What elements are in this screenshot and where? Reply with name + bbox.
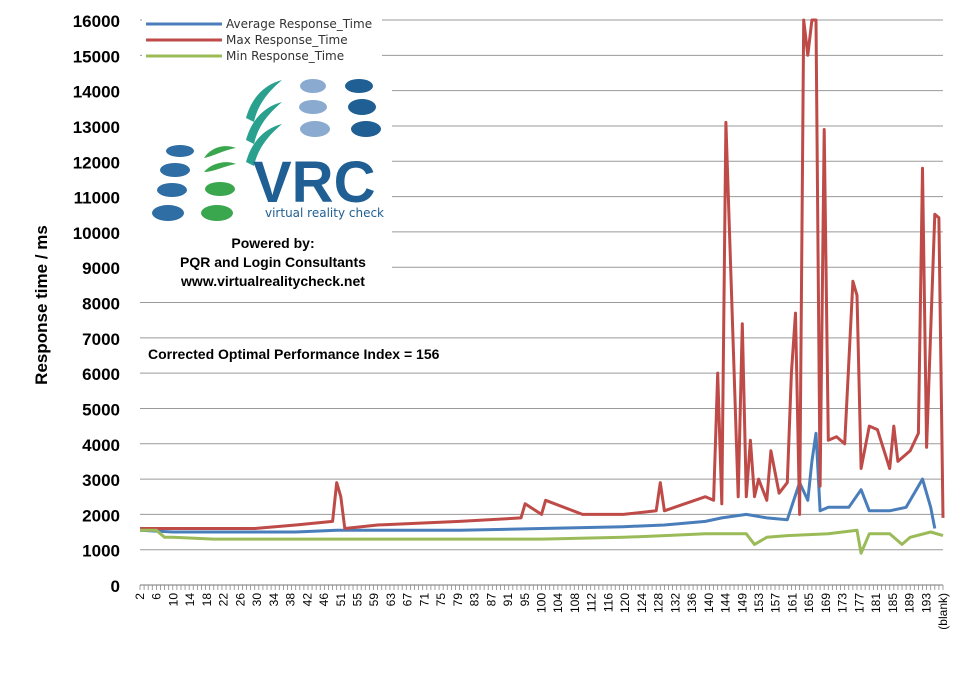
x-tick-label: 87 bbox=[484, 593, 498, 607]
y-tick-label: 2000 bbox=[82, 506, 120, 525]
y-tick-label: 7000 bbox=[82, 330, 120, 349]
x-tick-label: 83 bbox=[468, 593, 482, 607]
y-tick-label: 13000 bbox=[73, 118, 120, 137]
vrc-logo: VRC virtual reality check Powered by: PQ… bbox=[140, 62, 392, 294]
vrc-logo-graphic bbox=[152, 79, 381, 221]
x-tick-label: 153 bbox=[752, 593, 766, 613]
y-tick-label: 11000 bbox=[74, 189, 120, 208]
x-tick-label: 67 bbox=[401, 593, 415, 607]
x-tick-label: 59 bbox=[367, 593, 381, 607]
y-tick-label: 9000 bbox=[82, 259, 120, 278]
x-tick-label: 189 bbox=[903, 593, 917, 613]
x-tick-label: 116 bbox=[601, 593, 615, 612]
legend-label: Average Response_Time bbox=[226, 17, 372, 31]
y-tick-label: 6000 bbox=[82, 365, 120, 384]
performance-index-annotation: Corrected Optimal Performance Index = 15… bbox=[148, 346, 440, 362]
x-tick-label: 75 bbox=[434, 593, 448, 607]
legend-label: Max Response_Time bbox=[226, 33, 348, 47]
series-line-average bbox=[139, 431, 937, 534]
x-tick-label: 38 bbox=[284, 593, 298, 607]
x-tick-label: (blank) bbox=[936, 593, 950, 630]
x-tick-label: 46 bbox=[317, 593, 331, 607]
x-tick-label: 42 bbox=[300, 593, 314, 607]
x-tick-label: 104 bbox=[551, 593, 565, 613]
x-tick-label: 51 bbox=[334, 593, 348, 607]
x-tick-label: 91 bbox=[501, 593, 515, 607]
powered-by-line-2: PQR and Login Consultants bbox=[180, 254, 366, 270]
y-tick-label: 5000 bbox=[82, 400, 120, 419]
x-tick-label: 55 bbox=[350, 593, 364, 607]
x-tick-label: 2 bbox=[133, 593, 147, 600]
x-tick-label: 26 bbox=[233, 593, 247, 607]
x-tick-label: 132 bbox=[668, 593, 682, 613]
x-tick-label: 10 bbox=[166, 593, 180, 607]
x-tick-label: 140 bbox=[702, 593, 716, 613]
x-tick-label: 181 bbox=[869, 593, 883, 613]
y-tick-label: 16000 bbox=[73, 12, 120, 31]
vrc-subtitle: virtual reality check bbox=[265, 206, 384, 220]
x-tick-label: 71 bbox=[417, 593, 431, 607]
x-tick-label: 144 bbox=[719, 593, 733, 613]
powered-by-line-1: Powered by: bbox=[231, 235, 314, 251]
series-line-max bbox=[140, 18, 945, 530]
x-tick-label: 161 bbox=[785, 593, 799, 613]
x-tick-label: 173 bbox=[836, 593, 850, 613]
x-tick-label: 14 bbox=[183, 593, 197, 607]
x-tick-label: 149 bbox=[735, 593, 749, 613]
x-tick-label: 124 bbox=[635, 593, 649, 613]
x-tick-label: 6 bbox=[150, 593, 164, 600]
y-tick-label: 0 bbox=[111, 577, 120, 596]
x-axis: 2 6 10 14 18 22 26 30 34 38 42 46 51 55 59 63 67 71 75 79 83… bbox=[133, 584, 950, 630]
x-tick-label: 63 bbox=[384, 593, 398, 607]
x-tick-label: 177 bbox=[852, 593, 866, 613]
y-tick-label: 4000 bbox=[82, 436, 120, 455]
x-tick-label: 120 bbox=[618, 593, 632, 613]
logo-background bbox=[140, 62, 392, 294]
y-tick-label: 14000 bbox=[73, 83, 120, 102]
x-tick-label: 95 bbox=[518, 593, 532, 607]
y-tick-label: 8000 bbox=[82, 295, 120, 314]
legend-label: Min Response_Time bbox=[226, 49, 344, 63]
y-axis-tick-labels: 0 1000 2000 3000 4000 5000 6000 7000 8000 9000 100… bbox=[73, 12, 120, 596]
x-tick-label: 169 bbox=[819, 593, 833, 613]
y-tick-label: 15000 bbox=[73, 47, 120, 66]
x-tick-label: 108 bbox=[568, 593, 582, 613]
powered-by-line-3: www.virtualrealitycheck.net bbox=[180, 273, 365, 289]
x-tick-label: 157 bbox=[769, 593, 783, 613]
y-tick-label: 1000 bbox=[82, 542, 120, 561]
y-tick-label: 3000 bbox=[82, 471, 120, 490]
x-tick-label: 34 bbox=[267, 593, 281, 607]
y-tick-label: 12000 bbox=[73, 153, 120, 172]
x-tick-label: 165 bbox=[802, 593, 816, 613]
x-tick-label: 22 bbox=[217, 593, 231, 607]
x-tick-label: 30 bbox=[250, 593, 264, 607]
y-tick-label: 10000 bbox=[73, 224, 120, 243]
x-tick-label: 136 bbox=[685, 593, 699, 613]
x-tick-label: 79 bbox=[451, 593, 465, 607]
series-lines bbox=[139, 18, 945, 555]
x-tick-label: 185 bbox=[886, 593, 900, 613]
x-tick-label: 100 bbox=[535, 593, 549, 613]
x-tick-label: 193 bbox=[919, 593, 933, 613]
y-axis-label: Response time / ms bbox=[32, 225, 51, 385]
vrc-wordmark: VRC bbox=[253, 150, 375, 215]
x-tick-label: 18 bbox=[200, 593, 214, 607]
x-tick-label: 112 bbox=[585, 593, 599, 612]
series-line-min bbox=[140, 528, 944, 555]
x-tick-label: 128 bbox=[652, 593, 666, 613]
legend: Average Response_Time Max Response_Time Mi… bbox=[142, 16, 382, 64]
